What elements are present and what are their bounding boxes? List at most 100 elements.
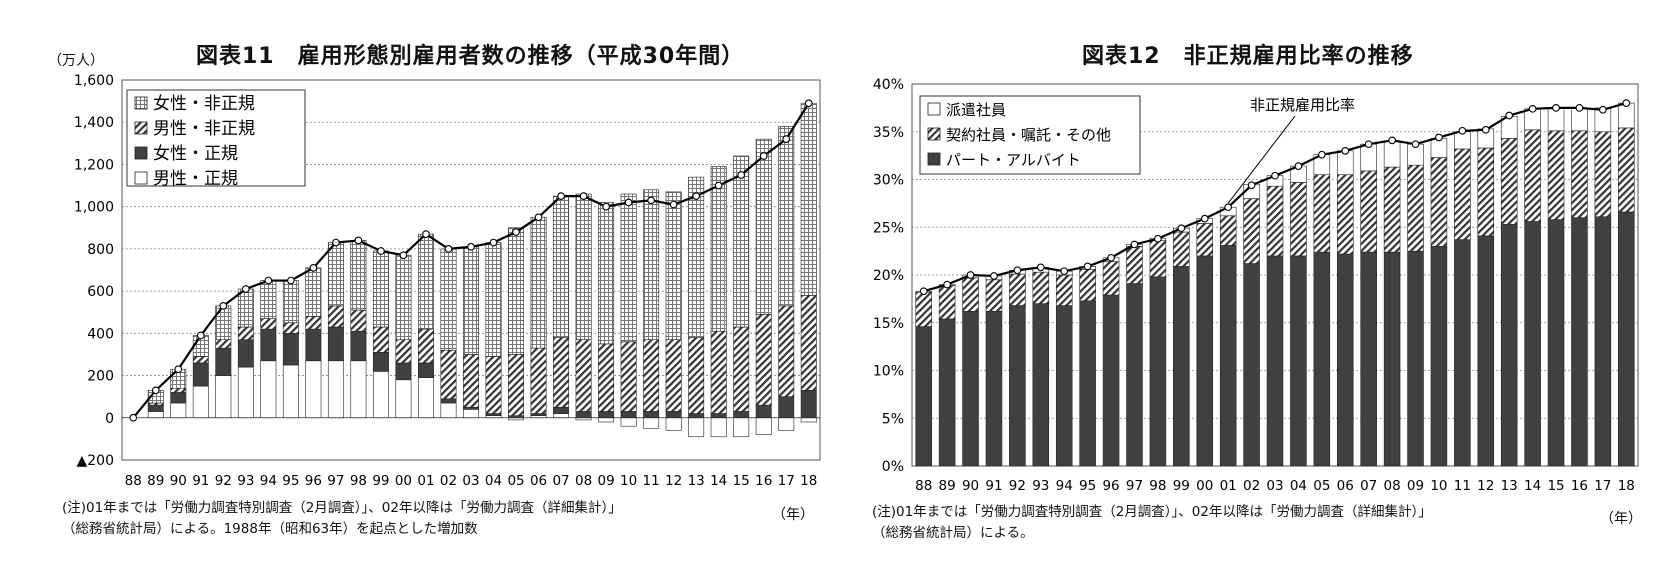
line-point	[1294, 162, 1303, 170]
y-tick-label: 25%	[873, 220, 904, 236]
bar-segment-契約社員-嘱託-その他	[915, 291, 932, 327]
line-point	[714, 181, 723, 190]
bar-segment-パート-アルバイト	[1126, 283, 1143, 467]
y-tick-label: 1,600	[74, 73, 114, 89]
bar-segment-女性-非正規	[575, 193, 592, 340]
x-tick-label: 11	[643, 473, 660, 489]
chart-title: 図表11 雇用形態別雇用者数の推移（平成30年間）	[196, 44, 745, 69]
bar-segment-女性-非正規	[710, 166, 727, 332]
x-tick-label: 14	[1524, 478, 1541, 494]
legend-swatch-契約社員-嘱託-その他	[927, 127, 941, 141]
bar-segment-契約社員-嘱託-その他	[1594, 131, 1612, 218]
chart-panel-employment-count: （万人） 図表11 雇用形態別雇用者数の推移（平成30年間） ▲200 0 200 4…	[48, 44, 821, 537]
x-tick-label: 93	[237, 473, 254, 489]
line-point	[241, 285, 250, 293]
bar-segment-パート-アルバイト	[1313, 251, 1331, 467]
x-tick-label: 18	[800, 473, 817, 489]
bar-segment-男性-非正規	[440, 349, 457, 400]
x-tick-label: 10	[1430, 478, 1447, 494]
bar-segment-男性-非正規	[260, 318, 277, 330]
bar-segment-契約社員-嘱託-その他	[1524, 129, 1541, 222]
bar-segment-契約社員-嘱託-その他	[1149, 240, 1167, 278]
bar-segment-男性-非正規	[710, 330, 727, 414]
bar-segment-女性-正規	[463, 406, 479, 410]
bar-segment-男性-正規	[710, 417, 727, 438]
line-point	[647, 196, 655, 205]
x-tick-label: 11	[1454, 478, 1471, 494]
bar-segment-女性-正規	[800, 390, 817, 419]
bar-segment-女性-正規	[282, 333, 299, 366]
bar-segment-男性-正規	[688, 417, 705, 438]
line-point	[1013, 266, 1022, 275]
y-tick-label: 0	[105, 411, 114, 427]
bar-segment-男性-正規	[372, 371, 389, 419]
x-tick-label: 91	[985, 478, 1002, 494]
legend-label: 派遣社員	[946, 101, 1006, 119]
bar-segment-契約社員-嘱託-その他	[1290, 182, 1307, 257]
bar-segment-男性-正規	[755, 417, 772, 435]
line-point	[1622, 99, 1631, 107]
chart-panel-nonregular-ratio: 図表12 非正規雇用比率の推移 0% 5% 10% 15% 20% 25% 30% 35% 40…	[840, 0, 1680, 572]
bar-segment-契約社員-嘱託-その他	[1477, 147, 1495, 237]
x-tick-label: 99	[372, 473, 389, 489]
line-point	[287, 276, 295, 285]
x-tick-label: 17	[1594, 478, 1611, 494]
bar-segment-男性-正規	[800, 417, 817, 423]
bar-segment-男性-非正規	[688, 337, 705, 414]
line-point	[759, 152, 768, 160]
bar-segment-パート-アルバイト	[915, 326, 932, 467]
bar-segment-男性-正規	[418, 377, 434, 419]
x-tick-label: 95	[282, 473, 299, 489]
line-point	[1435, 133, 1443, 142]
line-point	[1130, 240, 1139, 249]
bar-segment-契約社員-嘱託-その他	[962, 277, 979, 312]
bar-segment-パート-アルバイト	[1149, 276, 1167, 467]
bar-segment-女性-非正規	[418, 233, 434, 330]
line-point	[489, 238, 498, 247]
bar-segment-女性-非正規	[553, 195, 570, 338]
bar-segment-女性-正規	[350, 330, 367, 362]
line-point	[624, 198, 633, 207]
bar-segment-女性-非正規	[665, 191, 682, 340]
x-tick-label: 18	[1618, 478, 1635, 494]
legend	[126, 89, 306, 187]
x-tick-label: 15	[1547, 478, 1564, 494]
x-tick-label: 92	[215, 473, 232, 489]
bar-segment-女性-正規	[665, 411, 682, 419]
line-point	[1317, 150, 1326, 159]
line-point	[1177, 224, 1186, 233]
bar-segment-契約社員-嘱託-その他	[1360, 170, 1377, 253]
bar-segment-契約社員-嘱託-その他	[1571, 130, 1588, 218]
line-point	[332, 238, 340, 247]
x-tick-label: 03	[1266, 478, 1283, 494]
bar-segment-パート-アルバイト	[1571, 217, 1588, 467]
bar-segment-契約社員-嘱託-その他	[1173, 231, 1190, 267]
bar-segment-女性-非正規	[598, 202, 615, 345]
bar-segment-パート-アルバイト	[1454, 239, 1471, 467]
plot-area	[121, 79, 821, 461]
bar-segment-女性-非正規	[305, 267, 322, 317]
line-point	[129, 413, 138, 422]
line-point	[1247, 181, 1256, 190]
bar-segment-男性-非正規	[598, 343, 615, 412]
x-tick-label: 17	[778, 473, 795, 489]
x-tick-label: 89	[147, 473, 164, 489]
bar-segment-女性-正規	[305, 328, 322, 362]
y-tick-label: 1,400	[74, 115, 114, 131]
bar-segment-パート-アルバイト	[1430, 246, 1448, 467]
bar-segment-パート-アルバイト	[1336, 253, 1354, 467]
y-tick-label: 40%	[873, 77, 904, 93]
bar-segment-女性-正規	[260, 328, 277, 362]
line-point	[579, 192, 588, 200]
x-tick-label: 09	[1407, 478, 1424, 494]
x-tick-label: 16	[1571, 478, 1588, 494]
bar-segment-契約社員-嘱託-その他	[1243, 198, 1260, 264]
bar-segment-パート-アルバイト	[1407, 250, 1424, 467]
y-tick-label: 200	[87, 369, 114, 385]
bar-segment-男性-正規	[192, 385, 209, 419]
bar-segment-女性-非正規	[508, 227, 524, 355]
bar-segment-パート-アルバイト	[1055, 305, 1073, 467]
x-tick-label: 94	[260, 473, 277, 489]
y-tick-label: 20%	[873, 268, 904, 284]
bar-segment-男性-非正規	[463, 354, 479, 408]
